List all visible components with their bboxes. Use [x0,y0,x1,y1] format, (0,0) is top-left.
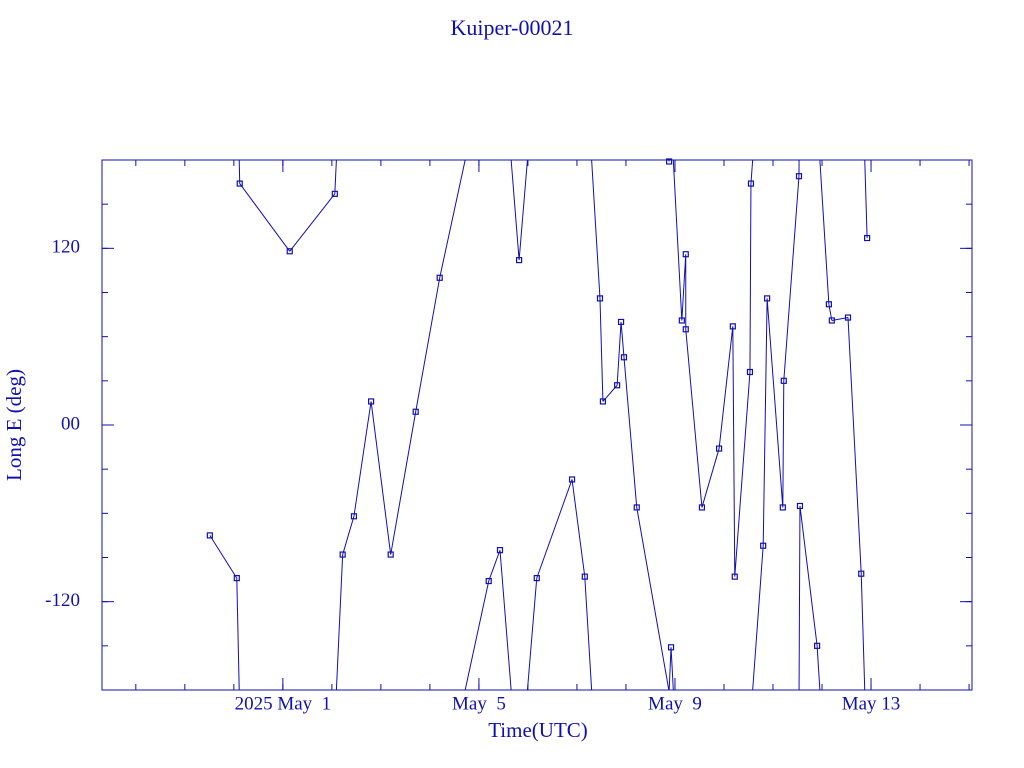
y-tick-label: 00 [61,413,80,434]
point [436,274,443,281]
point [864,234,871,242]
point [796,502,804,510]
x-tick-label: May 13 [842,693,901,714]
point [665,158,673,165]
point [780,377,787,384]
x-tick-label: 2025 May 1 [235,693,332,714]
point [233,575,240,582]
x-axis-label: Time(UTC) [488,718,588,742]
point [496,547,504,554]
point [828,317,835,324]
point [331,190,338,197]
point [760,542,767,549]
point [747,180,755,187]
point [596,295,604,302]
point [339,551,346,558]
point [779,504,786,511]
point [678,317,685,324]
point [858,570,865,577]
point [620,354,628,361]
point [286,248,293,255]
point [682,251,689,258]
point [731,573,738,580]
chart-title: Kuiper-00021 [451,15,574,40]
point [667,644,675,651]
x-tick-label: May 5 [452,693,506,714]
point [825,301,832,308]
y-tick-label: -120 [45,590,80,611]
point [533,575,540,582]
y-axis-label: Long E (deg) [2,369,26,481]
point [617,318,625,326]
y-tick-label: 120 [52,237,81,258]
point [746,368,754,376]
point [568,476,576,483]
plot-frame [101,159,973,691]
point [516,257,523,264]
point [729,323,736,330]
point [367,398,375,405]
point [206,532,213,539]
point [715,445,723,452]
point [682,326,689,333]
point [387,551,394,558]
point [412,408,419,415]
x-tick-label: May 9 [648,693,702,714]
point [236,180,243,187]
point [633,504,640,511]
point [581,573,588,580]
trace [209,159,868,691]
point [350,513,358,520]
point [698,504,706,511]
point [814,642,821,649]
point [485,577,492,585]
point [795,173,803,180]
point [844,314,852,321]
point [764,295,771,302]
point [599,398,607,405]
point [614,382,621,389]
